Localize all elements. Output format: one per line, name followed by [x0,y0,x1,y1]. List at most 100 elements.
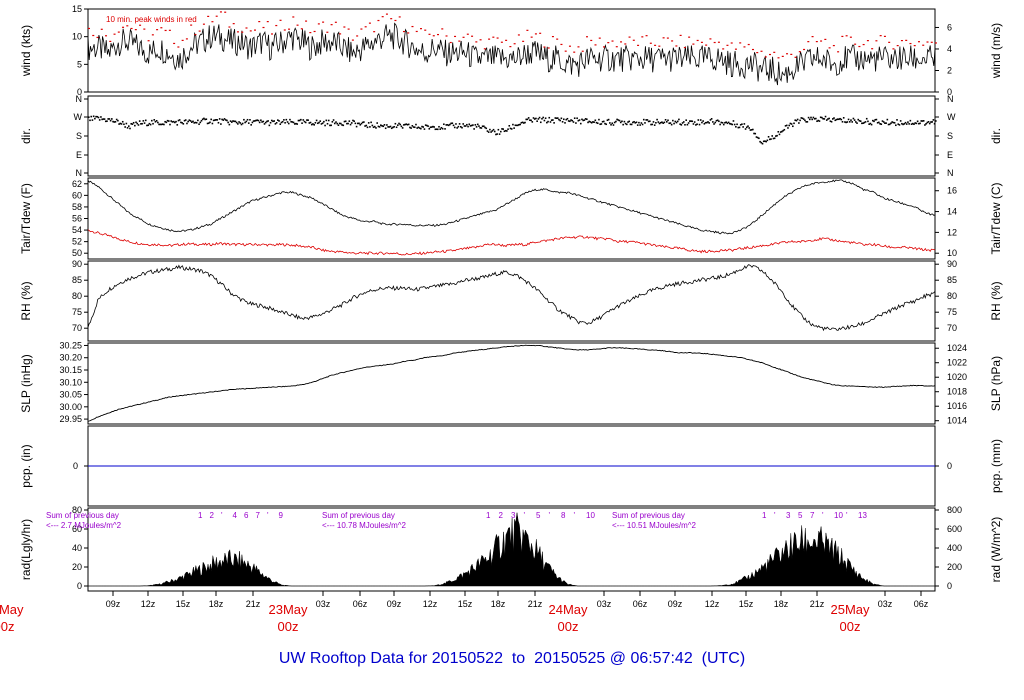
temp-c-label-3: 16 [947,186,957,196]
wind-direction-point [348,120,351,122]
wind-direction-point [332,119,335,121]
wind-direction-point [529,119,531,121]
wind-direction-point [420,127,422,130]
wind-direction-point [799,119,801,122]
wind-direction-point [338,122,341,125]
wind-direction-point [725,121,727,124]
solar-radiation-series [88,512,935,587]
wind-direction-point [548,116,551,119]
wind-direction-point [913,123,915,126]
wind-direction-point [141,122,143,125]
wind-direction-point [492,128,495,131]
wind-direction-point [462,123,465,125]
dir-right-label-0: N [947,168,954,178]
rad-wm2-label-3: 600 [947,524,962,534]
wind-direction-point [406,123,409,126]
wind-direction-point [543,119,546,122]
wind-direction-point [583,119,586,121]
wind-direction-point [806,121,809,123]
time-tick-label: 03z [316,599,331,609]
wind-direction-point [386,124,388,126]
wind-direction-point [286,121,289,123]
wind-direction-point [342,124,345,127]
wind-direction-point [486,130,489,132]
wind-direction-point [758,137,760,140]
footer-at: @ [609,650,626,667]
panel-frame-7 [87,507,936,592]
wind-direction-point [541,117,543,120]
wind-direction-point [767,136,770,138]
wind-direction-point [463,125,466,127]
wind-direction-point [435,128,438,131]
wind-direction-point [436,128,439,131]
wind-direction-point [605,123,608,126]
wind-direction-point [507,128,509,131]
wind-direction-point [240,123,243,126]
wind-direction-point [293,123,296,125]
wind-direction-point [770,138,772,140]
wind-direction-point [629,123,632,126]
wind-direction-point [732,120,735,122]
uv-index-mark: ' [822,511,824,520]
wind-direction-point [398,122,400,125]
wind-direction-point [904,121,907,124]
wind-direction-point [646,119,649,121]
wind-direction-point [626,123,628,126]
wind-direction-point [693,121,696,123]
ylabel-right-slp: SLP (hPa) [989,356,1003,411]
wind-direction-point [222,119,225,121]
wind-direction-point [101,118,103,121]
wind-direction-point [852,117,855,120]
wind-direction-point [834,119,837,122]
wind-direction-point [651,123,654,126]
uv-index-mark: 2 [210,511,215,520]
wind-direction-point [928,122,931,125]
wind-direction-point [262,120,265,123]
wind-direction-point [107,118,109,120]
wind-direction-point [795,119,798,122]
wind-direction-point [903,123,906,125]
temp-f-label-4: 58 [72,202,82,212]
wind-direction-point [792,125,794,128]
wind-direction-point [703,122,706,125]
rad-wm2-label-4: 800 [947,505,962,515]
temp-f-label-3: 56 [72,214,82,224]
wind-direction-point [804,119,806,122]
wind-direction-point [779,131,782,133]
wind-direction-point [298,119,301,122]
wind-direction-point [687,122,690,124]
wind-direction-point [817,119,820,122]
wind-direction-point [808,118,811,121]
wind-direction-point [167,120,170,122]
uv-index-mark: 5 [798,511,803,520]
wind-direction-point [586,118,588,121]
wind-direction-point [155,119,158,122]
wind-direction-point [562,118,565,121]
wind-direction-point [361,121,364,124]
wind-direction-point [754,132,757,135]
wind-direction-point [349,123,352,126]
wind-direction-point [776,134,778,137]
wind-direction-point [595,121,598,124]
uv-index-mark: 3 [786,511,791,520]
wind-direction-point [138,120,141,122]
wind-direction-point [125,122,128,125]
wind-direction-point [539,121,542,124]
wind-direction-point [341,124,343,126]
wind-direction-point [395,126,398,129]
wind-direction-point [178,119,181,121]
wind-direction-point [600,123,603,125]
rh-left-label-2: 80 [72,291,82,301]
wind-direction-point [108,118,111,120]
wind-direction-point [524,121,526,124]
wind-direction-point [679,123,681,125]
wind-direction-point [933,122,936,125]
wind-direction-point [154,120,157,123]
wind-direction-point [121,120,124,123]
wind-direction-point [553,122,555,124]
wind-direction-point [873,120,875,123]
uv-index-mark: ' [267,511,269,520]
wind-direction-point [352,119,354,122]
ylabel-left-pcp: pcp. (in) [19,444,33,487]
wind-direction-point [596,122,599,125]
